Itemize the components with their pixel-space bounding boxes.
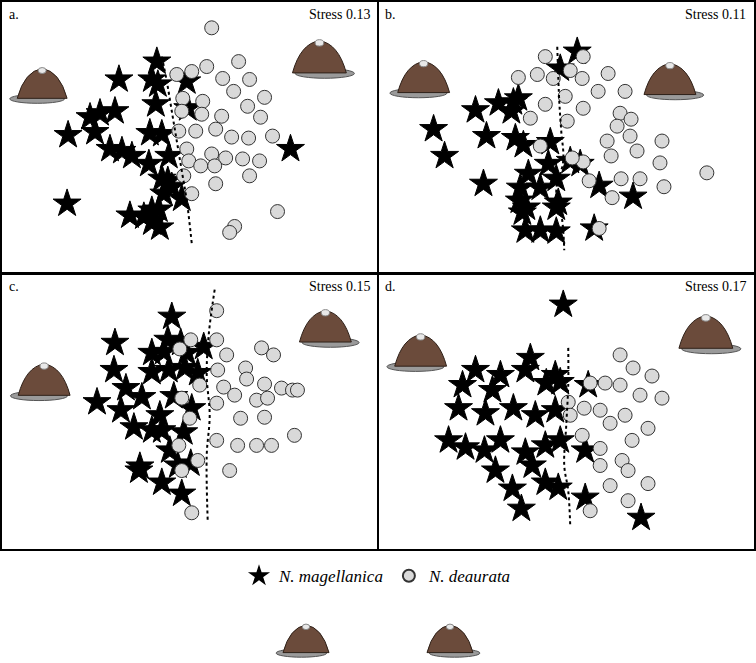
svg-text:c.: c. xyxy=(9,279,19,294)
svg-text:Stress 0.13: Stress 0.13 xyxy=(309,7,370,22)
svg-text:d.: d. xyxy=(385,279,396,294)
svg-text:a.: a. xyxy=(9,7,19,22)
svg-text:b.: b. xyxy=(385,7,396,22)
svg-text:N. deaurata: N. deaurata xyxy=(428,567,510,586)
svg-text:Stress 0.17: Stress 0.17 xyxy=(685,279,746,294)
svg-text:Stress 0.15: Stress 0.15 xyxy=(309,279,370,294)
svg-text:Stress 0.11: Stress 0.11 xyxy=(685,7,746,22)
svg-text:N. magellanica: N. magellanica xyxy=(278,567,383,586)
